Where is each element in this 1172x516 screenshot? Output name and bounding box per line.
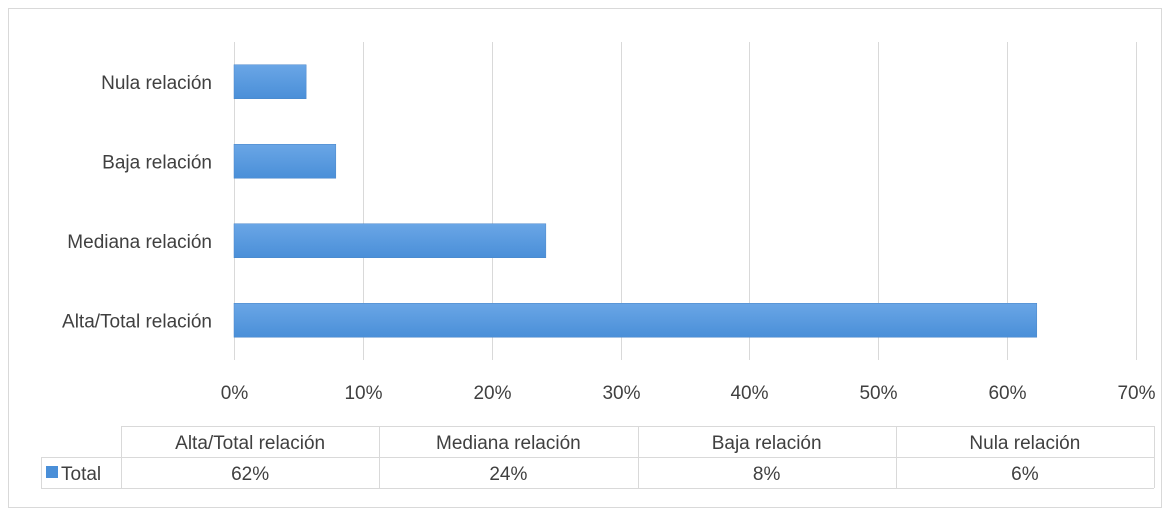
x-tick-label: 10% bbox=[344, 383, 382, 404]
x-tick-label: 20% bbox=[473, 383, 511, 404]
legend-swatch bbox=[46, 466, 58, 478]
category-labels: Alta/Total relación Mediana relación Baja … bbox=[62, 73, 212, 333]
x-tick-label: 0% bbox=[221, 383, 249, 404]
bar bbox=[233, 303, 1038, 338]
table-value-cell: 24% bbox=[489, 464, 527, 485]
bar bbox=[233, 223, 547, 258]
bar bbox=[233, 64, 307, 99]
bars-layer bbox=[233, 64, 1038, 338]
category-label: Alta/Total relación bbox=[62, 311, 212, 332]
x-tick-label: 40% bbox=[730, 383, 768, 404]
table-value-cell: 6% bbox=[1011, 464, 1039, 485]
table-header-cell: Alta/Total relación bbox=[175, 433, 325, 454]
x-tick-label: 30% bbox=[602, 383, 640, 404]
series-name: Total bbox=[61, 464, 101, 485]
table-header-cell: Nula relación bbox=[969, 433, 1080, 454]
x-tick-label: 50% bbox=[859, 383, 897, 404]
x-tick-label: 60% bbox=[988, 383, 1026, 404]
category-label: Mediana relación bbox=[67, 232, 212, 253]
x-axis-tick-labels: 0% 10% 20% 30% 40% 50% 60% 70% bbox=[221, 383, 1156, 404]
table-value-cell: 8% bbox=[753, 464, 781, 485]
category-label: Baja relación bbox=[102, 152, 212, 173]
data-table: Alta/Total relación 62% Mediana relación 24… bbox=[41, 426, 1155, 489]
table-header-cell: Mediana relación bbox=[436, 433, 581, 454]
table-header-cell: Baja relación bbox=[712, 433, 822, 454]
category-label: Nula relación bbox=[101, 73, 212, 94]
table-value-cell: 62% bbox=[231, 464, 269, 485]
bar bbox=[233, 144, 337, 179]
chart-frame bbox=[8, 8, 1162, 508]
x-tick-label: 70% bbox=[1117, 383, 1155, 404]
